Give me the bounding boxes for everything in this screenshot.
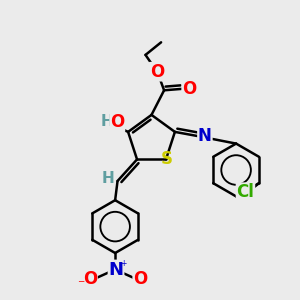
Text: O: O [133, 269, 148, 287]
Text: N: N [198, 128, 212, 146]
Text: $^{-}$: $^{-}$ [77, 278, 85, 291]
Text: H: H [101, 114, 113, 129]
Text: N: N [109, 260, 124, 278]
Text: O: O [83, 269, 97, 287]
Text: $^{+}$: $^{+}$ [120, 259, 128, 269]
Text: H: H [102, 171, 114, 186]
Text: O: O [110, 113, 124, 131]
Text: Cl: Cl [236, 183, 254, 201]
Text: O: O [150, 63, 164, 81]
Text: O: O [182, 80, 196, 98]
Text: S: S [160, 150, 172, 168]
